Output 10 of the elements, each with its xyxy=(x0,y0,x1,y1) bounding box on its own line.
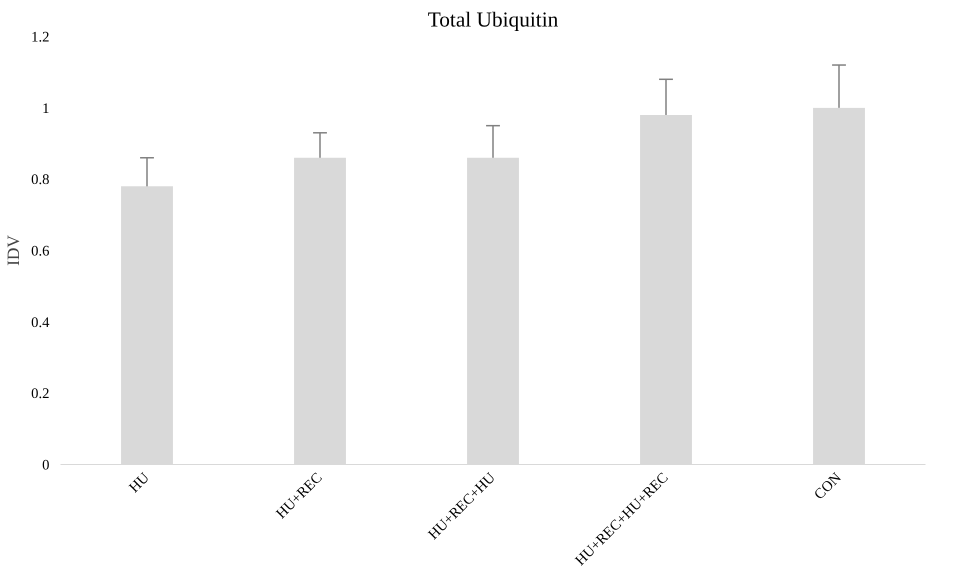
y-tick-label: 1.2 xyxy=(31,30,50,46)
x-tick-label: HU xyxy=(126,470,153,496)
y-tick-label: 0.6 xyxy=(31,244,50,260)
chart-title: Total Ubiquitin xyxy=(428,8,559,32)
y-tick-label: 0.2 xyxy=(31,386,50,402)
y-tick-label: 0 xyxy=(42,458,50,474)
y-tick-label: 0.8 xyxy=(31,172,50,188)
y-tick-label: 0.4 xyxy=(31,314,50,331)
y-tick-label: 1 xyxy=(42,100,50,117)
y-axis-title: IDV xyxy=(4,234,24,266)
